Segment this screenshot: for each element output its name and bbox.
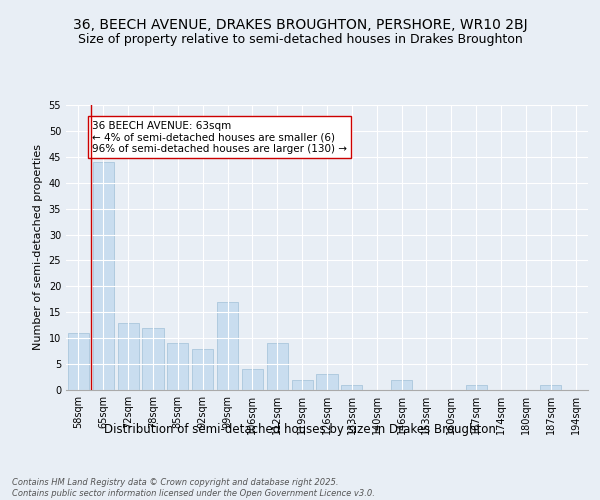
Bar: [118, 322, 139, 390]
Bar: [316, 374, 338, 390]
Bar: [167, 344, 188, 390]
Bar: [217, 302, 238, 390]
Bar: [242, 370, 263, 390]
Text: Size of property relative to semi-detached houses in Drakes Broughton: Size of property relative to semi-detach…: [77, 32, 523, 46]
Bar: [68, 333, 89, 390]
Bar: [540, 385, 561, 390]
Bar: [192, 348, 213, 390]
Bar: [466, 385, 487, 390]
Bar: [391, 380, 412, 390]
Bar: [292, 380, 313, 390]
Text: 36, BEECH AVENUE, DRAKES BROUGHTON, PERSHORE, WR10 2BJ: 36, BEECH AVENUE, DRAKES BROUGHTON, PERS…: [73, 18, 527, 32]
Bar: [341, 385, 362, 390]
Y-axis label: Number of semi-detached properties: Number of semi-detached properties: [33, 144, 43, 350]
Bar: [267, 344, 288, 390]
Bar: [93, 162, 114, 390]
Text: 36 BEECH AVENUE: 63sqm
← 4% of semi-detached houses are smaller (6)
96% of semi-: 36 BEECH AVENUE: 63sqm ← 4% of semi-deta…: [92, 120, 347, 154]
Text: Contains HM Land Registry data © Crown copyright and database right 2025.
Contai: Contains HM Land Registry data © Crown c…: [12, 478, 375, 498]
Bar: [142, 328, 164, 390]
Text: Distribution of semi-detached houses by size in Drakes Broughton: Distribution of semi-detached houses by …: [104, 422, 496, 436]
